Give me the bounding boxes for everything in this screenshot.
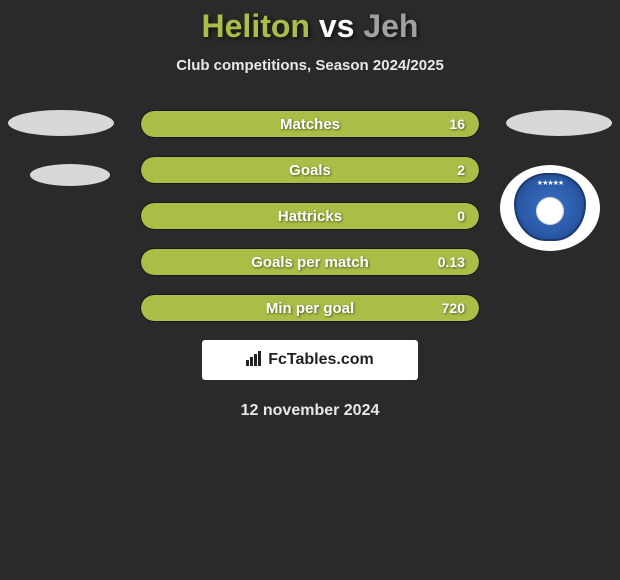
left-silhouette-1	[8, 110, 114, 136]
date-label: 12 november 2024	[0, 402, 620, 420]
player2-name: Jeh	[363, 8, 418, 44]
bar-label: Goals	[141, 157, 479, 183]
badge-ball-icon	[536, 197, 564, 225]
club-badge: ★★★★★	[500, 165, 600, 251]
badge-bg: ★★★★★	[500, 165, 600, 251]
bar-hattricks: Hattricks 0	[140, 202, 480, 230]
vs-text: vs	[310, 8, 363, 44]
bar-right-value: 720	[442, 295, 465, 321]
page-title: Heliton vs Jeh	[0, 8, 620, 45]
bar-label: Hattricks	[141, 203, 479, 229]
bar-right-value: 0	[457, 203, 465, 229]
fctables-logo-box[interactable]: FcTables.com	[202, 340, 418, 380]
player1-name: Heliton	[202, 8, 310, 44]
badge-shield: ★★★★★	[514, 173, 586, 241]
left-silhouette-2	[30, 164, 110, 186]
stats-card: Heliton vs Jeh Club competitions, Season…	[0, 0, 620, 420]
badge-stars: ★★★★★	[516, 179, 584, 187]
bar-goals: Goals 2	[140, 156, 480, 184]
fctables-label: FcTables.com	[268, 351, 374, 369]
chart-icon	[246, 350, 264, 371]
bar-min-per-goal: Min per goal 720	[140, 294, 480, 322]
bar-matches: Matches 16	[140, 110, 480, 138]
bar-right-value: 16	[449, 111, 465, 137]
stat-bars: Matches 16 Goals 2 Hattricks 0 Goals per…	[140, 110, 480, 322]
bar-goals-per-match: Goals per match 0.13	[140, 248, 480, 276]
right-silhouette-1	[506, 110, 612, 136]
bar-label: Min per goal	[141, 295, 479, 321]
bar-label: Goals per match	[141, 249, 479, 275]
bar-right-value: 0.13	[438, 249, 465, 275]
main-area: ★★★★★ Matches 16 Goals 2 Hattrick	[0, 110, 620, 420]
bar-label: Matches	[141, 111, 479, 137]
bar-right-value: 2	[457, 157, 465, 183]
subtitle: Club competitions, Season 2024/2025	[0, 57, 620, 74]
